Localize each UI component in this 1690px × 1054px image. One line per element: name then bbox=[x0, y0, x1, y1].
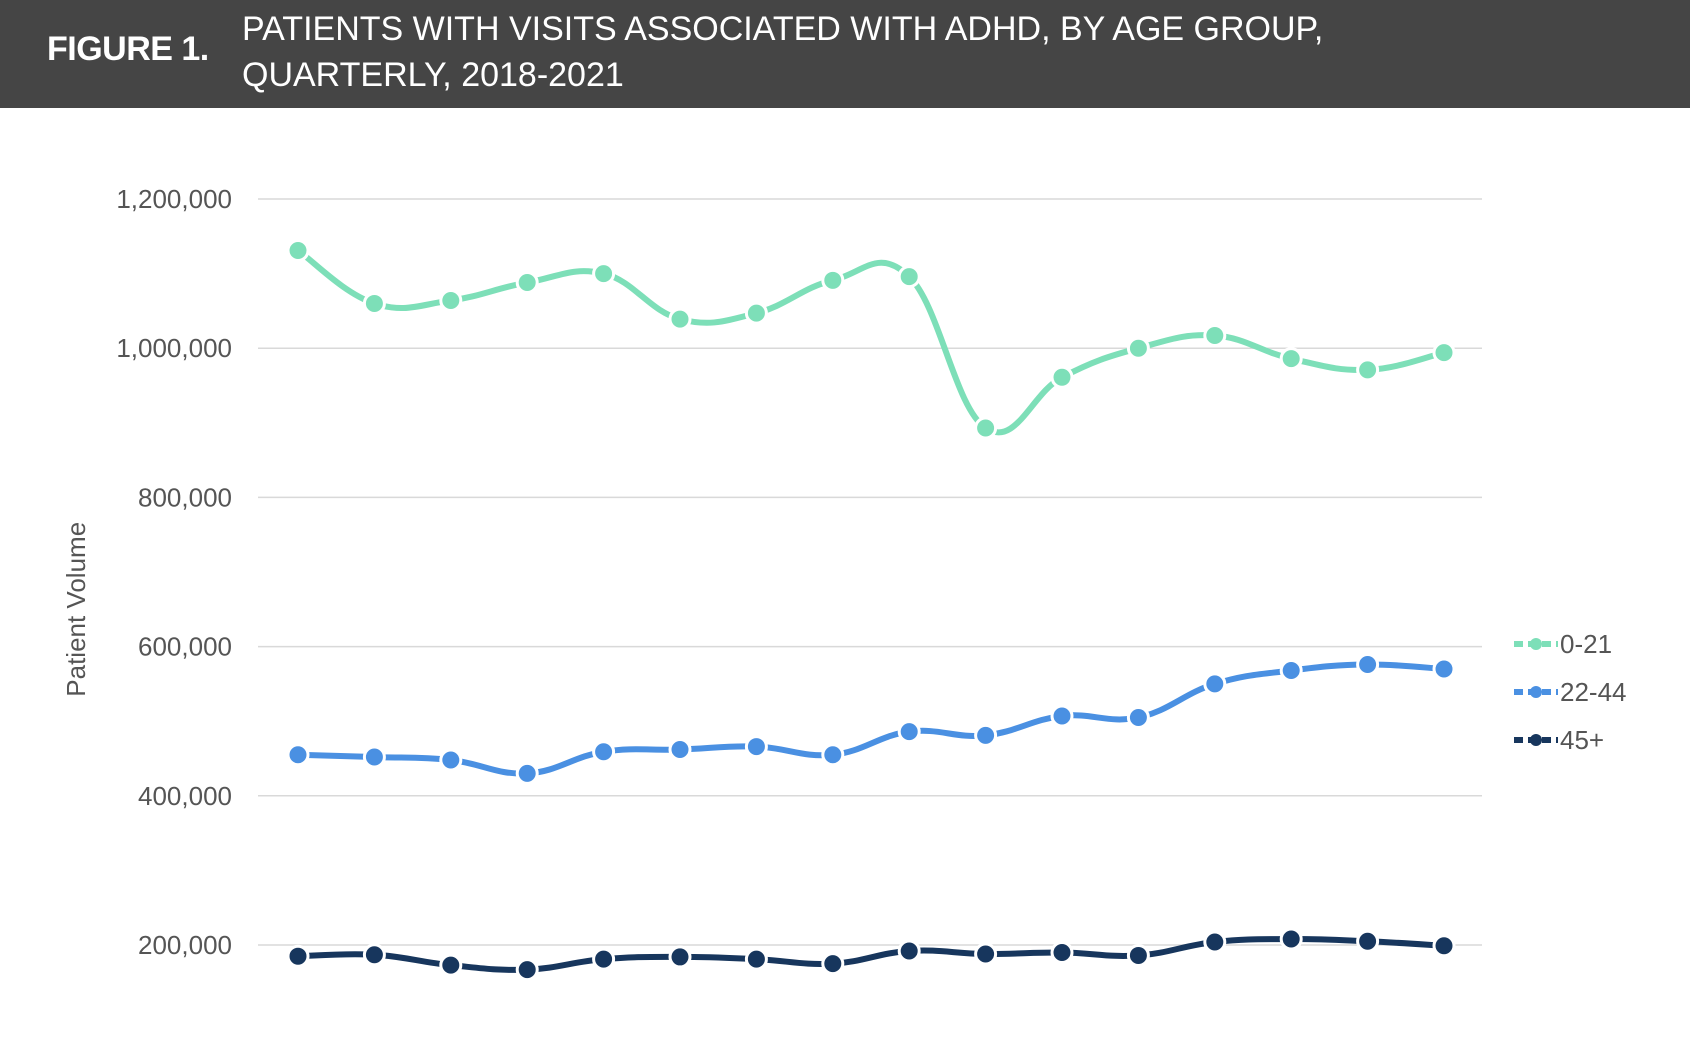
data-point bbox=[1126, 705, 1150, 729]
data-point bbox=[439, 748, 463, 772]
legend-item: 45+ bbox=[1514, 725, 1604, 755]
data-point bbox=[1203, 672, 1227, 696]
legend-swatch-marker bbox=[1530, 686, 1542, 698]
data-point bbox=[1279, 658, 1303, 682]
series-45+ bbox=[286, 927, 1456, 982]
data-point bbox=[1279, 927, 1303, 951]
data-point bbox=[744, 947, 768, 971]
series-line bbox=[295, 936, 1447, 973]
data-point bbox=[1203, 930, 1227, 954]
legend-item: 0-21 bbox=[1514, 629, 1612, 659]
legend-label: 22-44 bbox=[1560, 677, 1627, 707]
data-point bbox=[1126, 943, 1150, 967]
data-point bbox=[362, 943, 386, 967]
figure-label: FIGURE 1. bbox=[47, 30, 209, 68]
y-tick-label: 1,000,000 bbox=[116, 333, 232, 363]
grid-lines bbox=[258, 198, 1482, 946]
data-point bbox=[1432, 657, 1456, 681]
data-point bbox=[515, 271, 539, 295]
legend-swatch-marker bbox=[1530, 638, 1542, 650]
y-axis-tick-labels: 200,000 400,000 600,000 800,000 1,000,000 1,2… bbox=[116, 184, 232, 960]
data-point bbox=[286, 238, 310, 262]
data-point bbox=[439, 953, 463, 977]
series-line bbox=[295, 661, 1447, 777]
legend-label: 45+ bbox=[1560, 725, 1604, 755]
data-point bbox=[668, 738, 692, 762]
data-point bbox=[1356, 653, 1380, 677]
data-point bbox=[974, 942, 998, 966]
legend-swatch-marker bbox=[1530, 734, 1542, 746]
y-tick-label: 600,000 bbox=[138, 632, 232, 662]
data-point bbox=[515, 761, 539, 785]
data-point bbox=[1432, 341, 1456, 365]
data-point bbox=[439, 288, 463, 312]
data-point bbox=[974, 723, 998, 747]
legend-label: 0-21 bbox=[1560, 629, 1612, 659]
data-point bbox=[1203, 324, 1227, 348]
data-point bbox=[286, 743, 310, 767]
data-point bbox=[592, 262, 616, 286]
data-point bbox=[897, 720, 921, 744]
data-point bbox=[744, 735, 768, 759]
figure-title-line-1: PATIENTS WITH VISITS ASSOCIATED WITH ADH… bbox=[242, 10, 1324, 48]
data-point bbox=[515, 958, 539, 982]
data-point bbox=[1050, 704, 1074, 728]
data-point bbox=[668, 945, 692, 969]
data-point bbox=[668, 307, 692, 331]
figure-title-line-2: QUARTERLY, 2018-2021 bbox=[242, 56, 624, 94]
series-lines bbox=[286, 238, 1456, 982]
data-point bbox=[1279, 347, 1303, 371]
series-22-44 bbox=[286, 653, 1456, 785]
data-point bbox=[1050, 940, 1074, 964]
data-point bbox=[821, 268, 845, 292]
data-point bbox=[286, 944, 310, 968]
y-tick-label: 1,200,000 bbox=[116, 184, 232, 214]
y-axis-label: Patient Volume bbox=[61, 522, 91, 697]
series-line bbox=[295, 247, 1447, 436]
data-point bbox=[821, 952, 845, 976]
data-point bbox=[974, 416, 998, 440]
data-point bbox=[592, 947, 616, 971]
data-point bbox=[897, 939, 921, 963]
y-tick-label: 200,000 bbox=[138, 930, 232, 960]
data-point bbox=[1050, 365, 1074, 389]
series-0-21 bbox=[286, 238, 1456, 440]
data-point bbox=[897, 265, 921, 289]
data-point bbox=[362, 291, 386, 315]
data-point bbox=[1356, 358, 1380, 382]
figure-header: FIGURE 1. PATIENTS WITH VISITS ASSOCIATE… bbox=[0, 0, 1690, 108]
data-point bbox=[362, 745, 386, 769]
legend-item: 22-44 bbox=[1514, 677, 1627, 707]
figure-title: PATIENTS WITH VISITS ASSOCIATED WITH ADH… bbox=[242, 6, 1642, 98]
legend: 0-21 22-44 45+ bbox=[1514, 629, 1627, 755]
data-point bbox=[821, 743, 845, 767]
data-point bbox=[1356, 929, 1380, 953]
data-point bbox=[1432, 934, 1456, 958]
data-point bbox=[1126, 336, 1150, 360]
data-point bbox=[744, 301, 768, 325]
data-point bbox=[592, 740, 616, 764]
y-tick-label: 800,000 bbox=[138, 482, 232, 512]
y-tick-label: 400,000 bbox=[138, 781, 232, 811]
